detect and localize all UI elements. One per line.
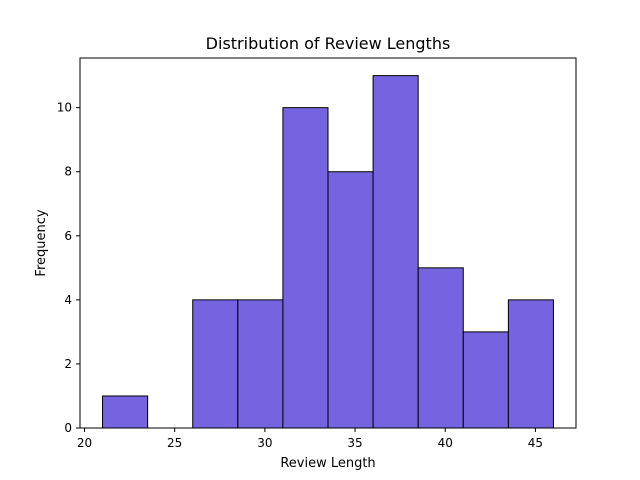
x-tick-label: 25 (167, 436, 182, 450)
x-axis-ticks: 20 25 30 35 40 45 (77, 428, 543, 450)
x-tick-label: 35 (347, 436, 362, 450)
chart-title: Distribution of Review Lengths (206, 34, 451, 53)
x-tick-label: 30 (257, 436, 272, 450)
x-tick-label: 20 (77, 436, 92, 450)
plot-frame (79, 57, 577, 429)
histogram-bar (192, 299, 239, 429)
y-tick-label: 2 (64, 357, 72, 371)
x-axis-label: Review Length (280, 456, 375, 471)
y-tick-label: 10 (57, 101, 72, 115)
histogram-bar (282, 107, 329, 429)
y-tick-label: 6 (64, 229, 72, 243)
x-tick-label: 45 (528, 436, 543, 450)
y-tick-label: 4 (64, 293, 72, 307)
histogram-bar (102, 395, 149, 429)
y-tick-label: 0 (64, 421, 72, 435)
histogram-bar (237, 299, 284, 429)
histogram-bar (372, 75, 419, 429)
x-tick-label: 40 (438, 436, 453, 450)
histogram-bar (327, 171, 374, 429)
y-axis-label: Frequency (34, 209, 49, 276)
bars-group (102, 75, 554, 429)
histogram-bar (507, 299, 554, 429)
histogram-bar (462, 331, 509, 429)
y-tick-label: 8 (64, 165, 72, 179)
histogram-bar (417, 267, 464, 429)
y-axis-ticks: 0 2 4 6 8 10 (57, 101, 80, 435)
